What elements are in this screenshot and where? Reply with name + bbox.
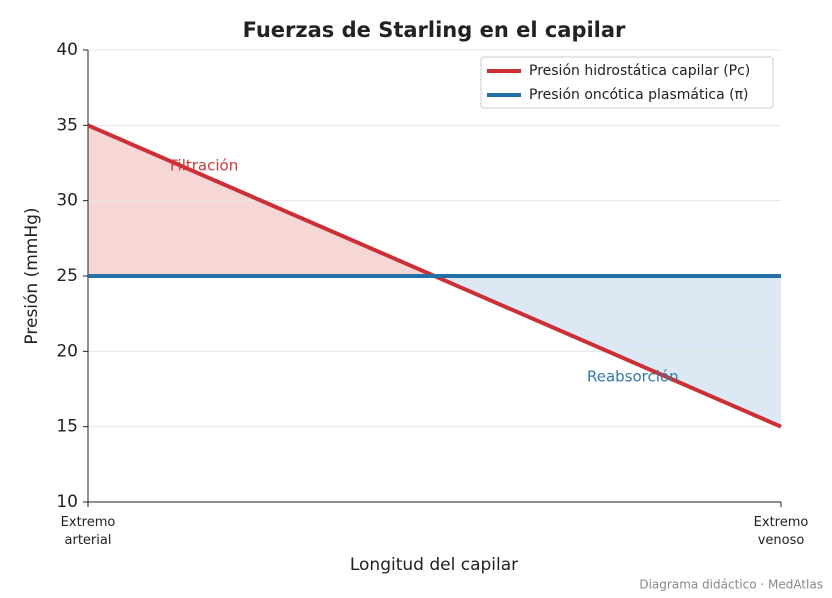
y-tick-label: 35: [56, 115, 78, 135]
annotation: Reabsorción: [587, 368, 679, 386]
legend-label: Presión oncótica plasmática (π): [529, 87, 748, 103]
y-tick-label: 15: [56, 417, 78, 437]
x-tick-label: Extremo arterial: [61, 515, 116, 548]
x-tick-label-line: venoso: [758, 533, 805, 548]
y-tick-label: 30: [56, 191, 78, 211]
y-tick-label: 20: [56, 341, 78, 361]
x-axis-label: Longitud del capilar: [350, 555, 518, 575]
footer: Diagrama didáctico · MedAtlas: [639, 578, 823, 592]
x-tick-label-line: arterial: [65, 533, 112, 548]
annotation: Filtración: [170, 157, 238, 175]
legend-label: Presión hidrostática capilar (Pc): [529, 63, 750, 79]
y-tick-label: 10: [56, 492, 78, 512]
chart-title: Fuerzas de Starling en el capilar: [243, 18, 626, 42]
x-tick-label-line: Extremo: [754, 515, 809, 530]
legend-box: [480, 56, 774, 109]
y-tick-label: 25: [56, 266, 78, 286]
x-tick-label: Extremo venoso: [754, 515, 809, 548]
y-tick-label: 40: [56, 40, 78, 60]
y-axis-label: Presión (mmHg): [22, 207, 42, 344]
x-tick-label-line: Extremo: [61, 515, 116, 530]
